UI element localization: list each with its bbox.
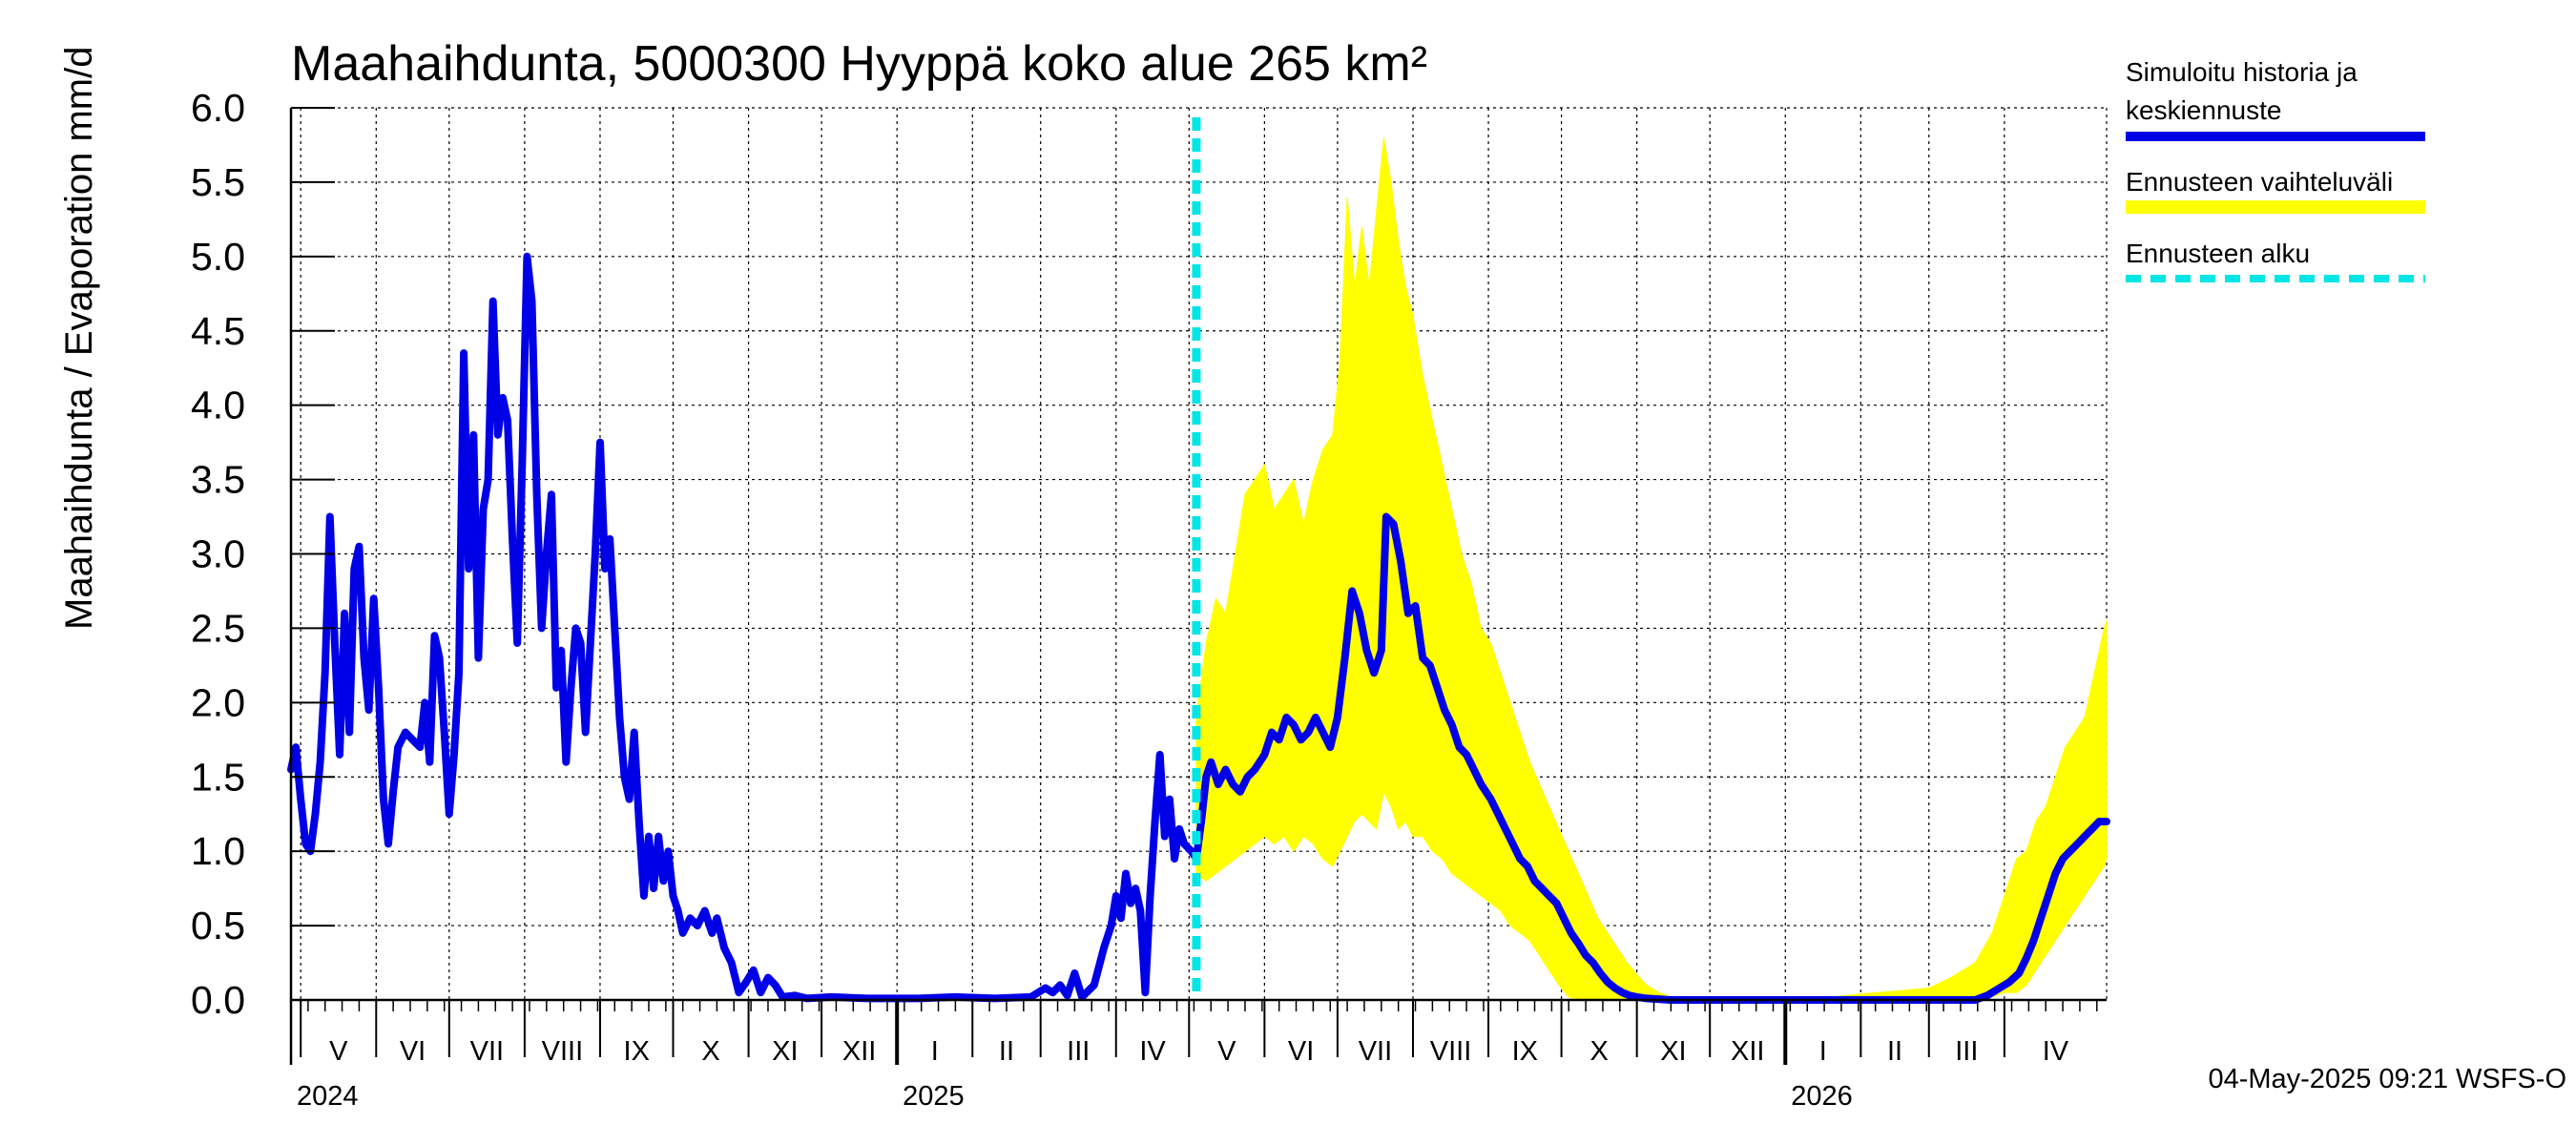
month-label: III	[1067, 1036, 1090, 1067]
month-label: VII	[1359, 1036, 1392, 1067]
y-tick-label: 6.0	[191, 86, 245, 130]
month-label: I	[931, 1036, 939, 1067]
axes	[289, 107, 2107, 1065]
month-label: IV	[2043, 1036, 2069, 1067]
y-tick-label: 3.0	[191, 532, 245, 576]
year-label: 2026	[1791, 1081, 1853, 1112]
y-tick-label: 2.0	[191, 680, 245, 724]
chart-title: Maahaihdunta, 5000300 Hyyppä koko alue 2…	[291, 36, 1427, 92]
forecast-range-band	[1195, 137, 2108, 1001]
month-label: VIII	[542, 1036, 584, 1067]
y-axis-label: Maahaihdunta / Evaporation mm/d	[58, 47, 100, 630]
y-tick-label: 1.0	[191, 829, 245, 873]
month-label: V	[1217, 1036, 1236, 1067]
y-tick-label: 5.0	[191, 235, 245, 279]
y-tick-label: 4.5	[191, 309, 245, 353]
month-label: X	[1589, 1036, 1608, 1067]
y-tick-label: 1.5	[191, 755, 245, 799]
month-label: VII	[470, 1036, 504, 1067]
legend-label-range: Ennusteen vaihteluväli	[2126, 167, 2393, 197]
month-label: IX	[624, 1036, 650, 1067]
legend-label-mean-line1: Simuloitu historia ja	[2126, 57, 2358, 87]
month-label: IX	[1512, 1036, 1538, 1067]
y-tick-label: 0.0	[191, 978, 245, 1022]
legend-label-forecast-start: Ennusteen alku	[2126, 239, 2310, 268]
month-label: I	[1819, 1036, 1827, 1067]
mean-series	[287, 252, 2110, 1004]
month-label: VI	[400, 1036, 426, 1067]
month-label: XI	[772, 1036, 798, 1067]
y-tick-label: 2.5	[191, 606, 245, 650]
timestamp-footer: 04-May-2025 09:21 WSFS-O	[2208, 1064, 2566, 1094]
y-tick-label: 3.5	[191, 458, 245, 502]
month-label: X	[701, 1036, 719, 1067]
mean-line	[287, 252, 2110, 1004]
month-label: II	[999, 1036, 1014, 1067]
y-tick-label: 5.5	[191, 160, 245, 204]
month-label: XII	[1731, 1036, 1764, 1067]
month-labels: V VI VII VIII IX X XI XII I II III IV V VI VII VIII IX X X…	[329, 1036, 2069, 1067]
year-label: 2024	[297, 1081, 359, 1112]
y-tick-label: 4.0	[191, 384, 245, 427]
month-label: V	[329, 1036, 348, 1067]
month-label: III	[1955, 1036, 1978, 1067]
month-label: IV	[1139, 1036, 1166, 1067]
legend: Simuloitu historia ja keskiennuste Ennus…	[2126, 57, 2425, 282]
year-labels: 2024 2025 2026	[297, 1081, 1853, 1112]
legend-label-mean-line2: keskiennuste	[2126, 95, 2281, 125]
y-tick-label: 0.5	[191, 904, 245, 947]
range-band-area	[1195, 137, 2108, 1001]
y-tick-labels: 0.0 0.5 1.0 1.5 2.0 2.5 3.0 3.5 4.0 4.5 5.0 5.5 6.0	[191, 86, 245, 1022]
month-label: VIII	[1430, 1036, 1472, 1067]
year-label: 2025	[903, 1081, 965, 1112]
month-label: XI	[1660, 1036, 1686, 1067]
month-label: II	[1887, 1036, 1902, 1067]
month-label: VI	[1288, 1036, 1314, 1067]
month-label: XII	[842, 1036, 876, 1067]
